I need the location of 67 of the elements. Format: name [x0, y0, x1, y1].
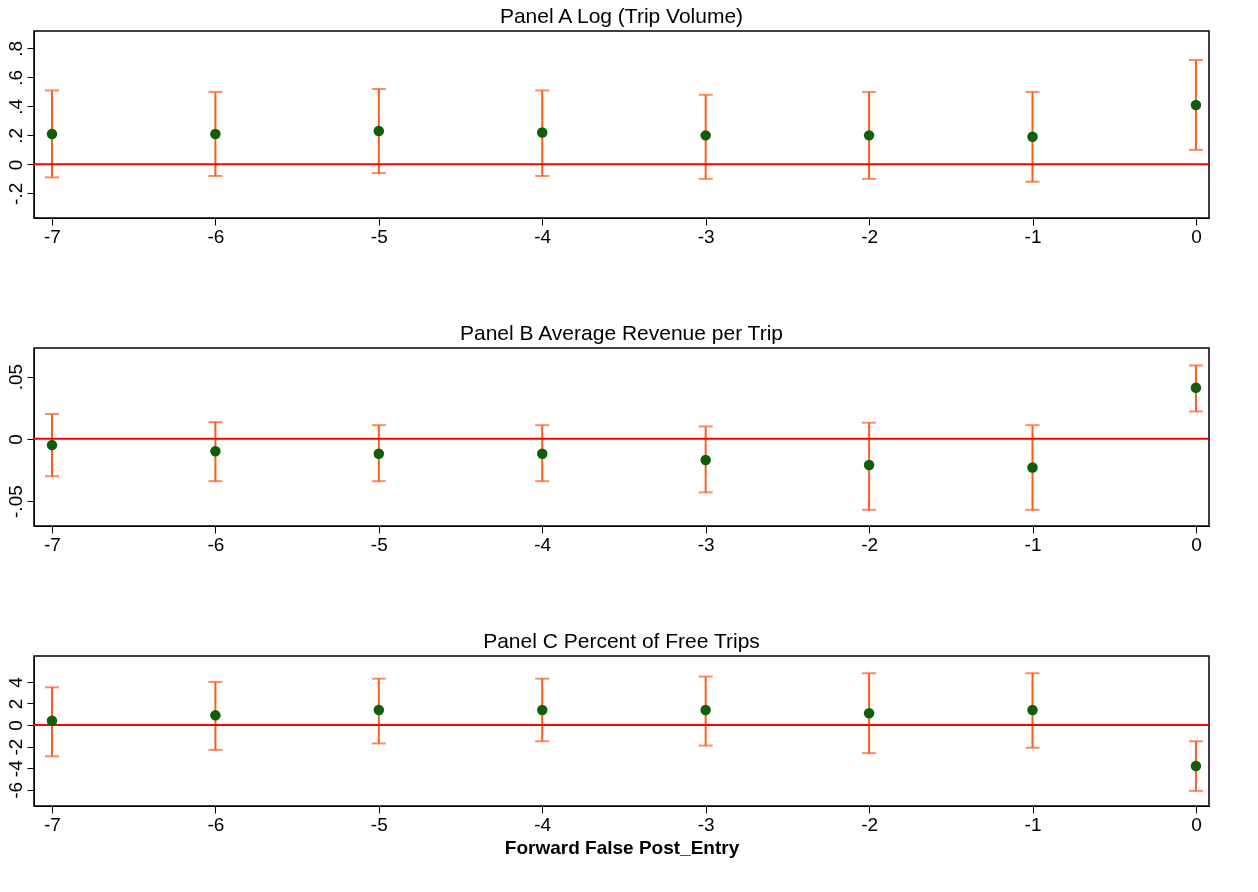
x-axis-title: Forward False Post_Entry — [504, 836, 740, 858]
x-tick-label: -5 — [370, 225, 388, 247]
x-tick-label: -2 — [861, 225, 879, 247]
chart-title: Panel B Average Revenue per Trip — [460, 321, 783, 344]
point — [373, 704, 385, 716]
y-tick-label: -.2 — [4, 182, 26, 205]
chart-title: Panel C Percent of Free Trips — [483, 629, 760, 652]
point — [46, 439, 58, 451]
x-tick-label: -1 — [1024, 533, 1042, 555]
x-tick-label: -2 — [861, 813, 879, 835]
point — [1190, 760, 1202, 772]
point — [537, 704, 548, 716]
x-tick-label: -3 — [697, 533, 715, 555]
x-tick-label: -6 — [207, 225, 225, 247]
point — [537, 448, 548, 460]
y-tick-label: 2 — [4, 698, 26, 710]
y-tick-label: 4 — [4, 676, 26, 688]
point — [373, 125, 385, 137]
y-tick-label: -4 — [4, 759, 26, 778]
x-tick-label: -4 — [534, 813, 552, 835]
point — [863, 459, 875, 471]
x-tick-label: -2 — [861, 533, 879, 555]
y-tick-label: .2 — [4, 127, 26, 144]
x-tick-label: 0 — [1191, 533, 1202, 555]
x-tick-label: 0 — [1191, 813, 1202, 835]
point — [1190, 99, 1202, 111]
point — [46, 715, 58, 726]
point — [700, 704, 711, 716]
x-tick-label: -3 — [697, 225, 715, 247]
x-tick-label: 0 — [1191, 225, 1202, 247]
point — [210, 710, 221, 721]
x-tick-label: -1 — [1024, 225, 1042, 247]
x-tick-label: -3 — [697, 813, 715, 835]
point — [863, 707, 875, 719]
y-tick-label: -.05 — [4, 485, 26, 518]
point — [1190, 382, 1202, 394]
point — [1027, 704, 1038, 716]
y-tick-label: .05 — [4, 363, 26, 391]
y-tick-label: 0 — [4, 720, 26, 731]
point — [210, 128, 221, 140]
point — [1027, 462, 1038, 473]
x-tick-label: -1 — [1024, 813, 1042, 835]
x-tick-label: -7 — [44, 533, 61, 555]
x-tick-label: -6 — [207, 533, 225, 555]
point — [700, 130, 711, 141]
x-tick-label: -4 — [534, 533, 552, 555]
y-tick-label: -2 — [4, 738, 26, 756]
y-tick-label: 0 — [4, 434, 26, 445]
point — [210, 446, 221, 457]
point — [700, 454, 711, 466]
point — [863, 130, 875, 141]
point — [373, 448, 385, 460]
x-tick-label: -5 — [370, 533, 388, 555]
y-tick-label: .6 — [4, 69, 26, 86]
x-tick-label: -7 — [44, 225, 61, 247]
y-tick-label: .8 — [4, 40, 26, 57]
y-tick-label: -6 — [4, 781, 26, 799]
x-tick-label: -5 — [370, 813, 388, 835]
y-tick-label: .4 — [4, 98, 26, 115]
y-tick-label: 0 — [4, 159, 26, 171]
point — [46, 128, 58, 140]
point — [1027, 131, 1038, 143]
x-tick-label: -4 — [534, 225, 552, 247]
x-tick-label: -6 — [207, 813, 225, 835]
x-tick-label: -7 — [44, 813, 61, 835]
chart-title: Panel A Log (Trip Volume) — [499, 4, 744, 27]
point — [537, 127, 548, 138]
